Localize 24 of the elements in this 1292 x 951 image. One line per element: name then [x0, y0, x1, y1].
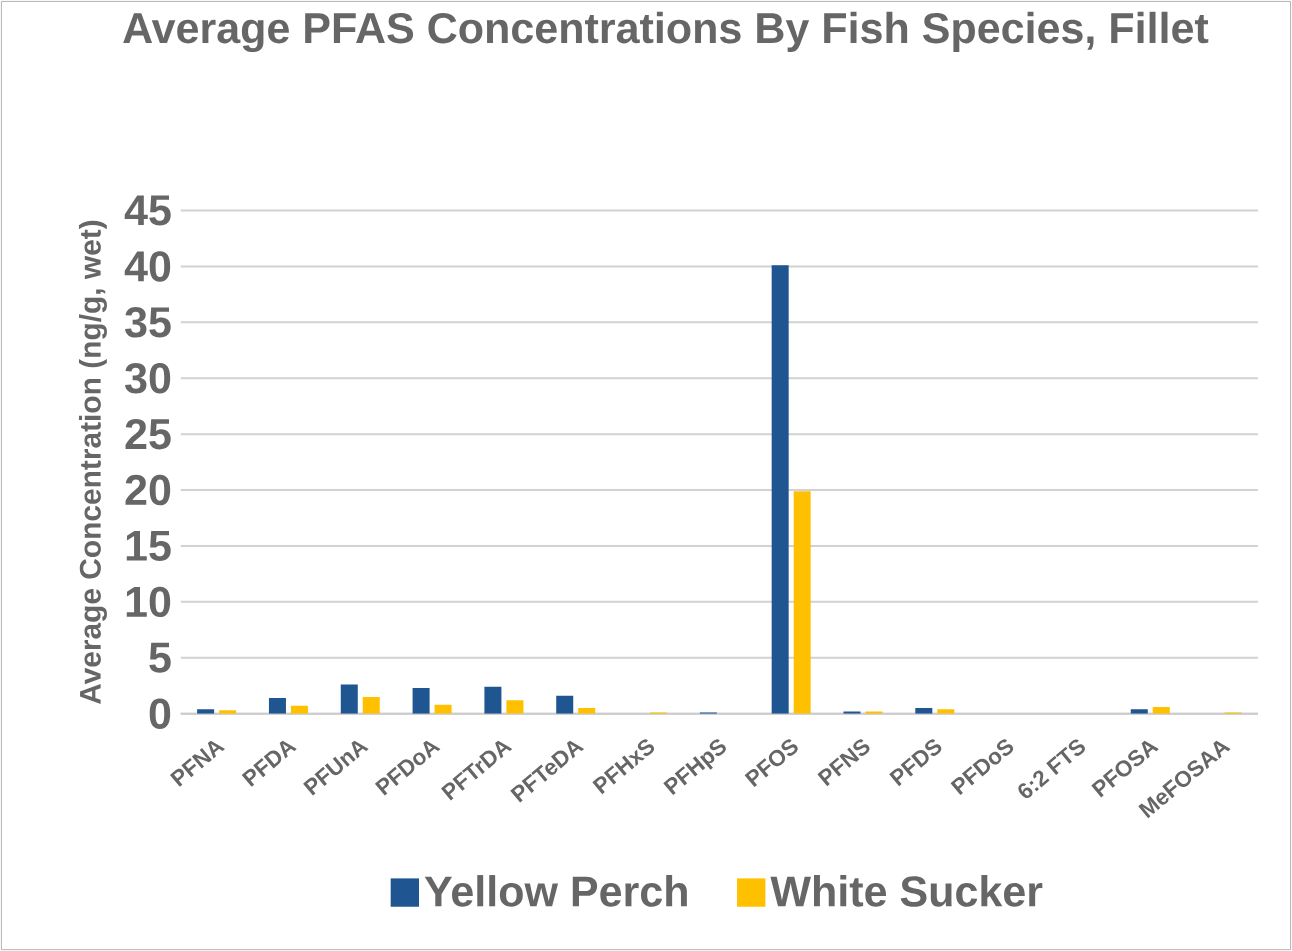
- y-tick-label: 30: [125, 362, 171, 394]
- y-axis-title: Average Concentration (ng/g, wet): [78, 220, 107, 705]
- bar: [412, 687, 430, 714]
- y-tick-label: 10: [126, 586, 171, 618]
- x-tick-label: 6:2 FTS: [1018, 739, 1085, 799]
- bar: [362, 696, 380, 714]
- y-tick-label: 25: [125, 418, 171, 450]
- legend-label: Yellow Perch: [424, 875, 687, 907]
- bar: [506, 700, 524, 714]
- bar: [340, 684, 358, 714]
- y-tick-label: 45: [124, 195, 171, 226]
- y-tick-label: 15: [126, 530, 171, 561]
- y-tick-label: 35: [125, 307, 171, 338]
- legend-label: White Sucker: [770, 875, 1043, 907]
- bar: [793, 491, 811, 714]
- bar: [556, 695, 574, 714]
- y-tick-label: 0: [149, 698, 171, 729]
- bar: [268, 697, 286, 714]
- y-tick-label: 40: [124, 251, 171, 282]
- chart-title: Average PFAS Concentrations By Fish Species, Fillet: [123, 11, 1209, 53]
- y-tick-label: 20: [125, 474, 171, 506]
- bar: [484, 686, 502, 714]
- bar: [771, 265, 789, 714]
- y-tick-label: 5: [149, 642, 171, 673]
